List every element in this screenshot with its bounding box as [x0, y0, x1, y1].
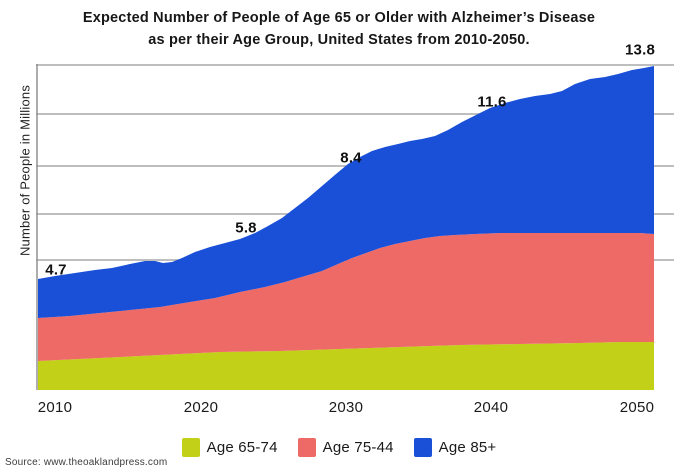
chart-title-line1: Expected Number of People of Age 65 or O… [82, 10, 596, 26]
x-tick-2040: 2040 [473, 399, 509, 416]
legend: Age 65-74 Age 75-44 Age 85+ [0, 436, 678, 458]
legend-swatch-age-85plus [413, 437, 432, 457]
chart-title-line2: as per their Age Group, United States fr… [148, 32, 530, 48]
data-label-2020: 5.8 [235, 219, 257, 237]
area-age-75-84 [38, 233, 654, 361]
legend-swatch-age-75-44 [297, 437, 316, 457]
data-label-2040: 11.6 [477, 93, 507, 111]
area-age-65-74 [38, 342, 654, 390]
data-label-2030: 8.4 [340, 149, 362, 167]
legend-item-age-65-74: Age 65-74 [181, 437, 278, 457]
legend-swatch-age-65-74 [181, 437, 200, 457]
data-label-2050: 13.8 [625, 41, 655, 59]
x-tick-2020: 2020 [183, 399, 219, 416]
legend-label-age-65-74: Age 65-74 [206, 438, 278, 456]
source-attribution: Source: www.theoaklandpress.com [5, 457, 168, 468]
chart-title: Expected Number of People of Age 65 or O… [0, 7, 678, 51]
x-tick-2050: 2050 [619, 399, 655, 416]
legend-label-age-75-44: Age 75-44 [322, 438, 394, 456]
data-label-2010: 4.7 [45, 261, 67, 279]
legend-item-age-85plus: Age 85+ [413, 437, 497, 457]
x-tick-2030: 2030 [328, 399, 364, 416]
legend-label-age-85plus: Age 85+ [438, 438, 497, 456]
x-tick-2010: 2010 [37, 399, 73, 416]
legend-item-age-75-44: Age 75-44 [297, 437, 394, 457]
area-age-85plus [38, 66, 654, 318]
